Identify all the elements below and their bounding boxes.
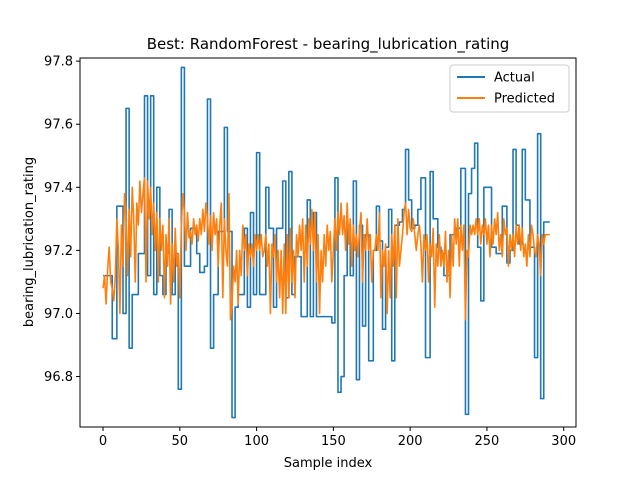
legend-label-predicted: Predicted [494,92,555,107]
plot-frame [79,57,577,428]
x-axis-label: Sample index [284,456,373,471]
legend: Actual Predicted [449,64,570,113]
y-tick-label: 97.8 [44,55,73,70]
x-tick-label: 0 [99,434,107,449]
x-tick-label: 300 [551,434,576,449]
y-tick-label: 96.8 [44,370,73,385]
x-tick-label: 250 [475,434,500,449]
x-tick-label: 100 [244,434,269,449]
y-tick-label: 97.0 [44,307,73,322]
chart-title: Best: RandomForest - bearing_lubrication… [147,35,510,54]
y-tick-label: 97.4 [44,181,73,196]
legend-label-actual: Actual [494,71,535,86]
series-layer [102,66,550,419]
y-axis-label: bearing_lubrication_rating [22,157,37,327]
series-line-predicted [102,177,550,321]
series-line-actual [103,66,550,419]
y-tick-label: 97.2 [44,244,73,259]
x-axis: 0 50 100 150 200 250 300 [99,427,576,449]
x-tick-label: 50 [172,434,189,449]
y-axis: 96.8 97.0 97.2 97.4 97.6 97.8 [44,55,80,385]
y-tick-label: 97.6 [44,118,73,133]
x-tick-label: 200 [398,434,423,449]
x-tick-label: 150 [321,434,346,449]
